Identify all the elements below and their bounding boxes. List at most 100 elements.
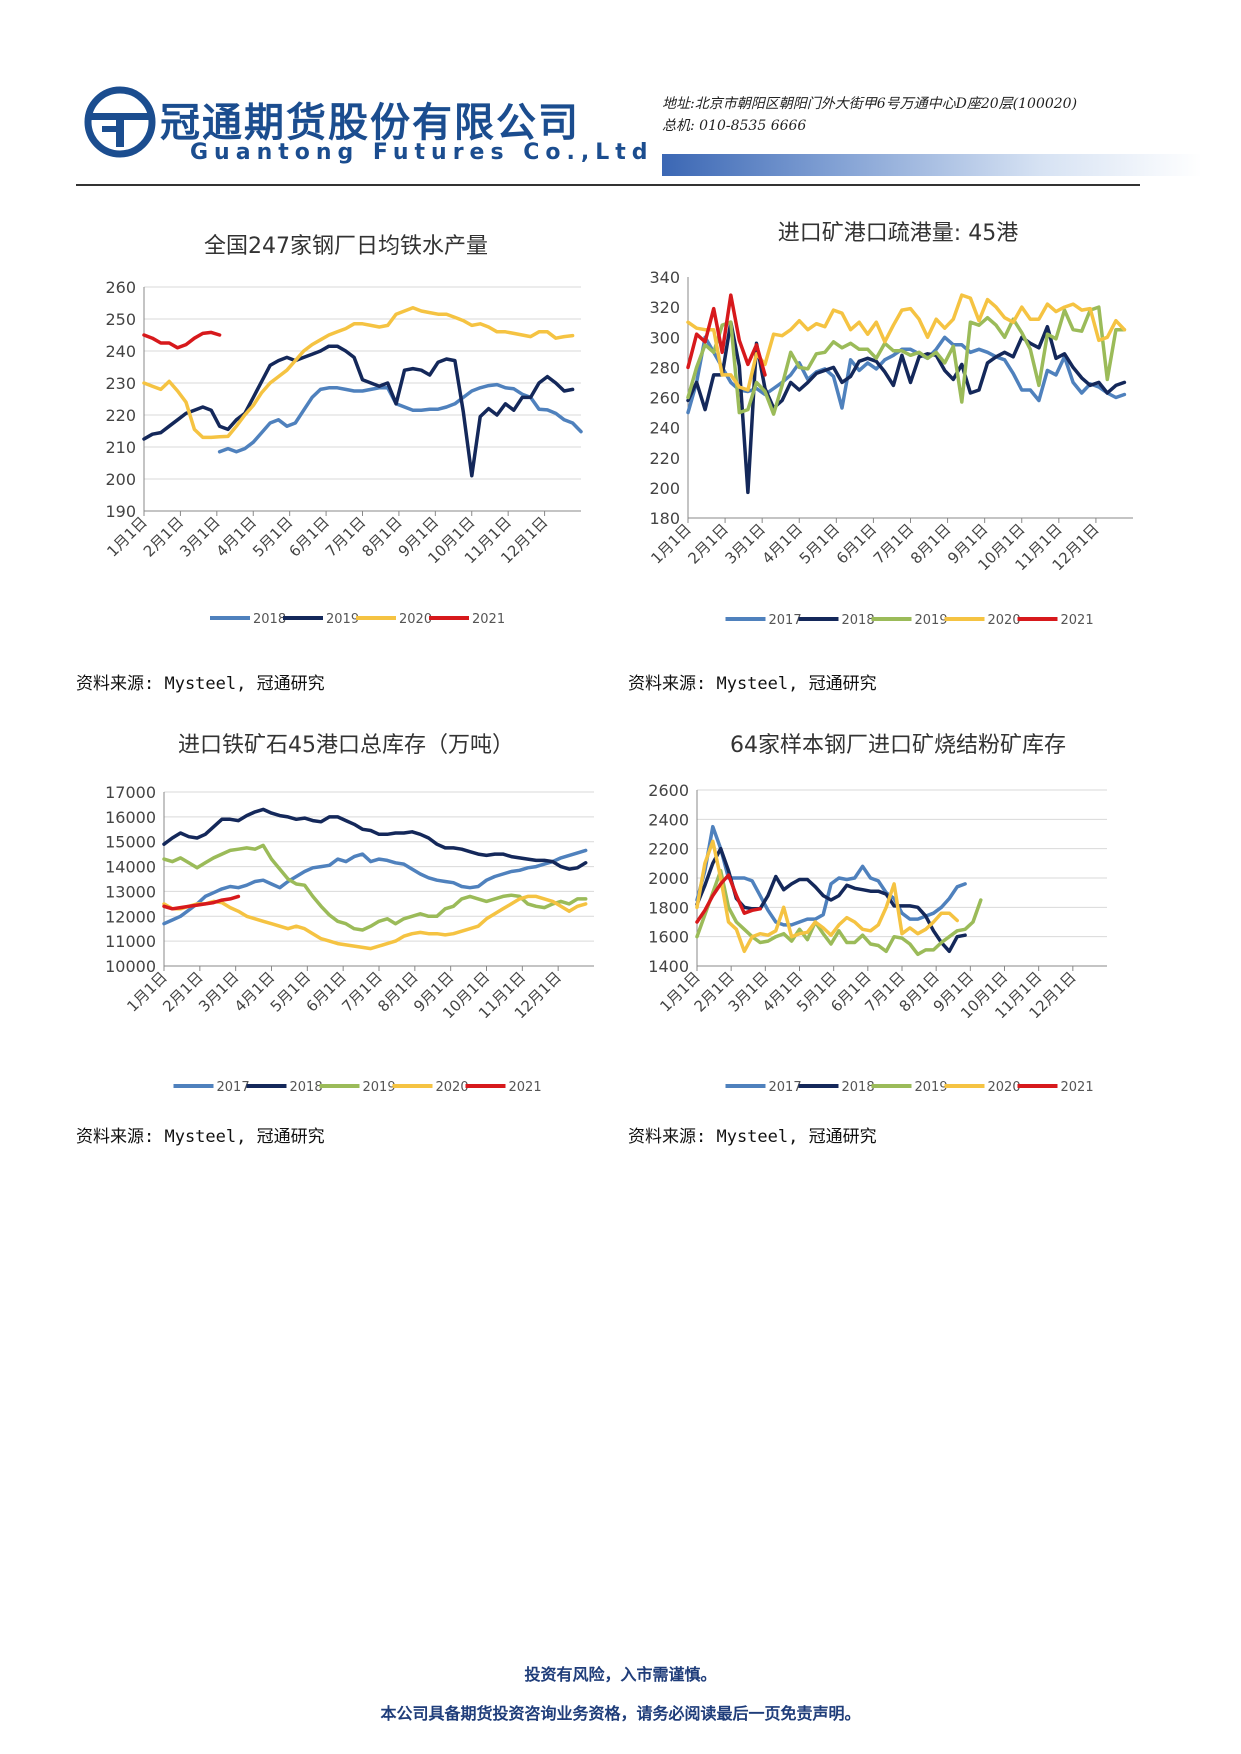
- legend-label: 2017: [217, 1080, 250, 1095]
- disclaimer-note: 本公司具备期货投资咨询业务资格，请务必阅读最后一页免责声明。: [380, 1704, 861, 1723]
- y-tick-label: 2000: [648, 869, 689, 888]
- y-tick-label: 250: [105, 310, 136, 329]
- y-tick-label: 2200: [648, 840, 689, 859]
- series-line-2019: [162, 843, 588, 932]
- legend-label: 2021: [472, 612, 505, 627]
- company-logo-icon: [84, 86, 156, 158]
- x-tick-label: 3月1日: [722, 520, 769, 567]
- source-note: 资料来源: Mysteel, 冠通研究: [628, 674, 877, 694]
- legend-label: 2018: [253, 612, 286, 627]
- source-note: 资料来源: Mysteel, 冠通研究: [76, 1127, 325, 1147]
- chart-hot-metal-output: 全国247家钢厂日均铁水产量 190 200 210 220 230 240 250 260 1月…: [76, 225, 616, 635]
- y-tick-label: 340: [649, 268, 680, 287]
- legend-label: 2019: [915, 1080, 948, 1095]
- y-tick-label: 320: [649, 298, 680, 317]
- y-tick-label: 200: [105, 470, 136, 489]
- x-tick-label: 3月1日: [176, 513, 223, 560]
- y-tick-label: 180: [649, 509, 680, 528]
- x-tick-label: 7月1日: [870, 520, 917, 567]
- series-line-2021: [142, 330, 222, 350]
- legend-label: 2021: [1061, 613, 1094, 628]
- y-tick-label: 260: [105, 278, 136, 297]
- company-name-cn: 冠通期货股份有限公司: [160, 100, 580, 146]
- header-divider: [76, 184, 1140, 186]
- series-line-2019: [142, 344, 575, 478]
- legend-label: 2017: [769, 613, 802, 628]
- series-line-2019: [686, 305, 1127, 416]
- series-line-2020: [142, 306, 575, 440]
- x-tick-label: 5月1日: [249, 513, 296, 560]
- y-tick-label: 220: [105, 406, 136, 425]
- y-tick-label: 240: [105, 342, 136, 361]
- chart-title: 进口铁矿石45港口总库存（万吨）: [178, 733, 514, 758]
- company-name-en: Guantong Futures Co.,Ltd: [190, 140, 654, 165]
- legend-label: 2020: [988, 1080, 1021, 1095]
- y-tick-label: 12000: [105, 907, 156, 926]
- company-phone: 总机: 010-8535 6666: [662, 118, 807, 134]
- x-tick-label: 4月1日: [759, 520, 806, 567]
- legend-label: 2021: [1061, 1080, 1094, 1095]
- series-line-2021: [695, 873, 762, 924]
- source-note: 资料来源: Mysteel, 冠通研究: [76, 674, 325, 694]
- x-tick-label: 8月1日: [907, 520, 954, 567]
- x-tick-label: 8月1日: [358, 513, 405, 560]
- y-tick-label: 1400: [648, 957, 689, 976]
- legend-label: 2021: [509, 1080, 542, 1095]
- y-tick-label: 10000: [105, 957, 156, 976]
- y-tick-label: 240: [649, 419, 680, 438]
- y-tick-label: 13000: [105, 882, 156, 901]
- x-tick-label: 2月1日: [140, 513, 187, 560]
- y-tick-label: 220: [649, 449, 680, 468]
- legend-label: 2020: [988, 613, 1021, 628]
- source-note: 资料来源: Mysteel, 冠通研究: [628, 1127, 877, 1147]
- series-line-2021: [162, 894, 241, 911]
- legend-label: 2020: [399, 612, 432, 627]
- series-line-2017: [686, 335, 1127, 415]
- x-tick-label: 4月1日: [213, 513, 260, 560]
- y-tick-label: 210: [105, 438, 136, 457]
- series-line-2019: [695, 868, 983, 957]
- y-tick-label: 16000: [105, 808, 156, 827]
- y-tick-label: 1600: [648, 928, 689, 947]
- x-tick-label: 2月1日: [684, 520, 731, 567]
- y-tick-label: 1800: [648, 898, 689, 917]
- chart-title: 进口矿港口疏港量: 45港: [778, 221, 1018, 246]
- legend-label: 2020: [436, 1080, 469, 1095]
- y-tick-label: 200: [649, 479, 680, 498]
- y-tick-label: 15000: [105, 833, 156, 852]
- legend-label: 2017: [769, 1080, 802, 1095]
- legend-label: 2019: [326, 612, 359, 627]
- company-address: 地址:北京市朝阳区朝阳门外大街甲6号万通中心D座20层(100020): [662, 96, 1078, 112]
- y-tick-label: 2600: [648, 781, 689, 800]
- legend-label: 2019: [915, 613, 948, 628]
- chart-port-ore-dispatch: 进口矿港口疏港量: 45港 180 200 220 240 260 280 300 320 340…: [628, 215, 1168, 635]
- series-line-2020: [695, 839, 959, 954]
- chart-title: 64家样本钢厂进口矿烧结粉矿库存: [730, 733, 1066, 758]
- risk-warning: 投资有风险，入市需谨慎。: [524, 1665, 717, 1684]
- header-gradient-bar: [662, 154, 1202, 176]
- page-header: 冠通期货股份有限公司 Guantong Futures Co.,Ltd 地址:北…: [0, 0, 1241, 190]
- legend-label: 2019: [363, 1080, 396, 1095]
- series-line-2018: [217, 382, 583, 454]
- series-line-2021: [686, 293, 767, 377]
- y-tick-label: 2400: [648, 810, 689, 829]
- x-tick-label: 6月1日: [285, 513, 332, 560]
- series-line-2017: [162, 848, 588, 926]
- y-tick-label: 17000: [105, 783, 156, 802]
- y-tick-label: 260: [649, 389, 680, 408]
- x-tick-label: 7月1日: [322, 513, 369, 560]
- y-tick-label: 11000: [105, 932, 156, 951]
- series-line-2018: [162, 807, 588, 871]
- legend-label: 2018: [842, 613, 875, 628]
- y-tick-label: 190: [105, 502, 136, 521]
- chart-title: 全国247家钢厂日均铁水产量: [204, 234, 488, 259]
- y-tick-label: 14000: [105, 858, 156, 877]
- y-tick-label: 300: [649, 328, 680, 347]
- y-tick-label: 230: [105, 374, 136, 393]
- legend-label: 2018: [842, 1080, 875, 1095]
- chart-port-ore-inventory: 进口铁矿石45港口总库存（万吨） 10000 11000 12000 13000 1400…: [76, 730, 616, 1140]
- series-line-2020: [162, 894, 588, 951]
- series-line-2017: [695, 824, 967, 927]
- x-tick-label: 5月1日: [796, 520, 843, 567]
- x-tick-label: 6月1日: [833, 520, 880, 567]
